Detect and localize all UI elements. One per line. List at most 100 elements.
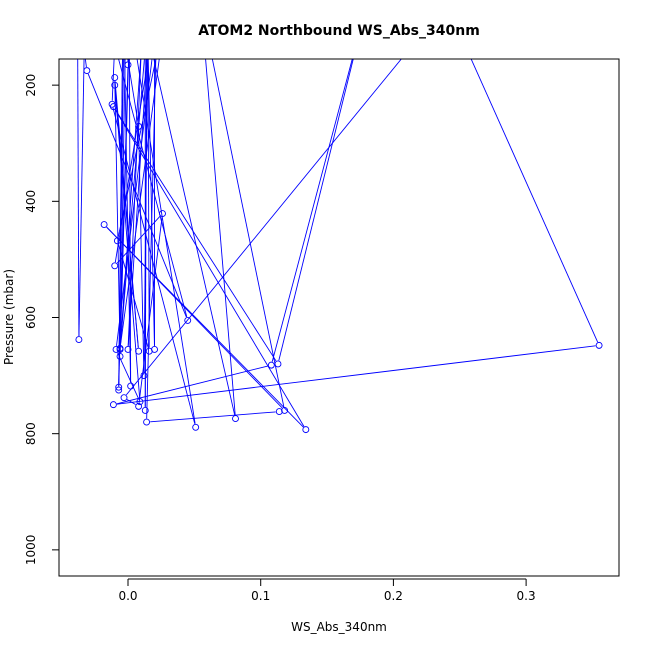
series-line-segment	[278, 59, 354, 361]
x-tick-label: 0.2	[384, 589, 403, 603]
chart-title: ATOM2 Northbound WS_Abs_340nm	[198, 23, 480, 39]
data-point	[302, 426, 310, 434]
data-point	[443, 1, 449, 7]
data-point	[281, 406, 289, 414]
data-point	[143, 418, 151, 426]
y-tick-label: 200	[24, 74, 38, 97]
series-line-segment	[146, 59, 157, 419]
series-line-segment	[116, 215, 161, 264]
data-point	[112, 345, 120, 353]
y-axis: 200 400 600 800 1000	[24, 74, 60, 566]
data-point	[151, 345, 158, 353]
data-point	[135, 402, 143, 410]
data-point	[144, 30, 150, 36]
data-point	[184, 316, 192, 324]
series-line-segment	[117, 352, 139, 399]
series-line-segment	[126, 399, 136, 405]
data-point	[595, 341, 603, 349]
series-line-segment	[119, 59, 126, 353]
series-line-segment	[119, 59, 145, 346]
data-point	[140, 372, 148, 380]
series-line-segment	[211, 59, 285, 408]
series-line-segment	[116, 345, 596, 405]
series-line-segment	[87, 73, 187, 318]
series-line-segment	[470, 59, 599, 343]
data-point	[145, 41, 151, 47]
data-point	[274, 360, 282, 368]
series-line-segment	[78, 59, 85, 336]
series-line-segment	[114, 81, 121, 345]
series-line-segment	[147, 59, 155, 346]
data-point	[142, 18, 148, 24]
data-point	[120, 36, 126, 42]
series-line-segment	[138, 217, 163, 403]
series-line-segment	[127, 59, 130, 62]
series-line-segment	[127, 59, 139, 123]
data-point	[232, 415, 239, 423]
y-tick-label: 1000	[24, 535, 38, 566]
series-line-segment	[271, 59, 353, 362]
data-point	[162, 12, 168, 18]
plot-area	[75, 1, 603, 434]
series-line-segment	[111, 59, 115, 101]
data-point	[135, 347, 143, 355]
data-point	[138, 47, 144, 53]
data-point	[109, 103, 117, 111]
data-point	[109, 401, 117, 409]
y-axis-label: Pressure (mbar)	[2, 269, 16, 365]
data-point	[112, 41, 118, 47]
data-point	[198, 1, 204, 7]
data-point	[141, 406, 149, 414]
data-point	[121, 24, 127, 30]
data-point	[111, 262, 119, 270]
data-point	[115, 383, 123, 391]
series-line-segment	[136, 59, 196, 424]
series-line-segment	[77, 59, 80, 336]
series-line-segment	[127, 59, 148, 346]
data-point	[83, 67, 91, 75]
data-point	[116, 345, 124, 353]
data-point	[364, 1, 370, 7]
data-point	[100, 221, 108, 229]
data-point	[75, 24, 81, 30]
series-line-segment	[119, 59, 142, 346]
data-point	[81, 47, 87, 53]
data-point	[275, 408, 283, 416]
data-point	[115, 386, 123, 394]
series-line-segment	[114, 109, 277, 362]
data-point	[116, 352, 124, 360]
series-line-segment	[114, 59, 149, 263]
data-point	[113, 237, 121, 245]
x-axis-label: WS_Abs_340nm	[291, 620, 387, 634]
x-tick-label: 0.0	[118, 589, 137, 603]
series-line-segment	[127, 59, 142, 346]
y-tick-label: 600	[24, 306, 38, 329]
data-point	[120, 394, 128, 402]
series-line-segment	[150, 411, 276, 423]
data-point	[124, 345, 132, 353]
x-axis: 0.0 0.1 0.2 0.3	[118, 578, 536, 603]
data-point	[129, 24, 135, 30]
series-line-segment	[106, 226, 304, 428]
data-point	[75, 336, 83, 344]
series-line-segment	[153, 59, 236, 416]
series-line-segment	[114, 109, 305, 427]
series-line-segment	[116, 365, 268, 405]
data-point	[443, 1, 449, 7]
data-point	[267, 361, 275, 369]
data-point	[145, 30, 151, 36]
data-point	[136, 398, 144, 406]
data-point	[111, 81, 119, 89]
data-point	[124, 61, 132, 69]
x-tick-label: 0.1	[251, 589, 270, 603]
data-point	[159, 210, 166, 217]
series-line-segment	[125, 59, 402, 396]
data-point	[192, 423, 200, 431]
data-point	[126, 30, 132, 36]
y-tick-label: 400	[24, 190, 38, 213]
data-point	[127, 382, 135, 390]
data-point	[122, 41, 128, 47]
data-point	[135, 122, 143, 130]
x-tick-label: 0.3	[517, 589, 536, 603]
